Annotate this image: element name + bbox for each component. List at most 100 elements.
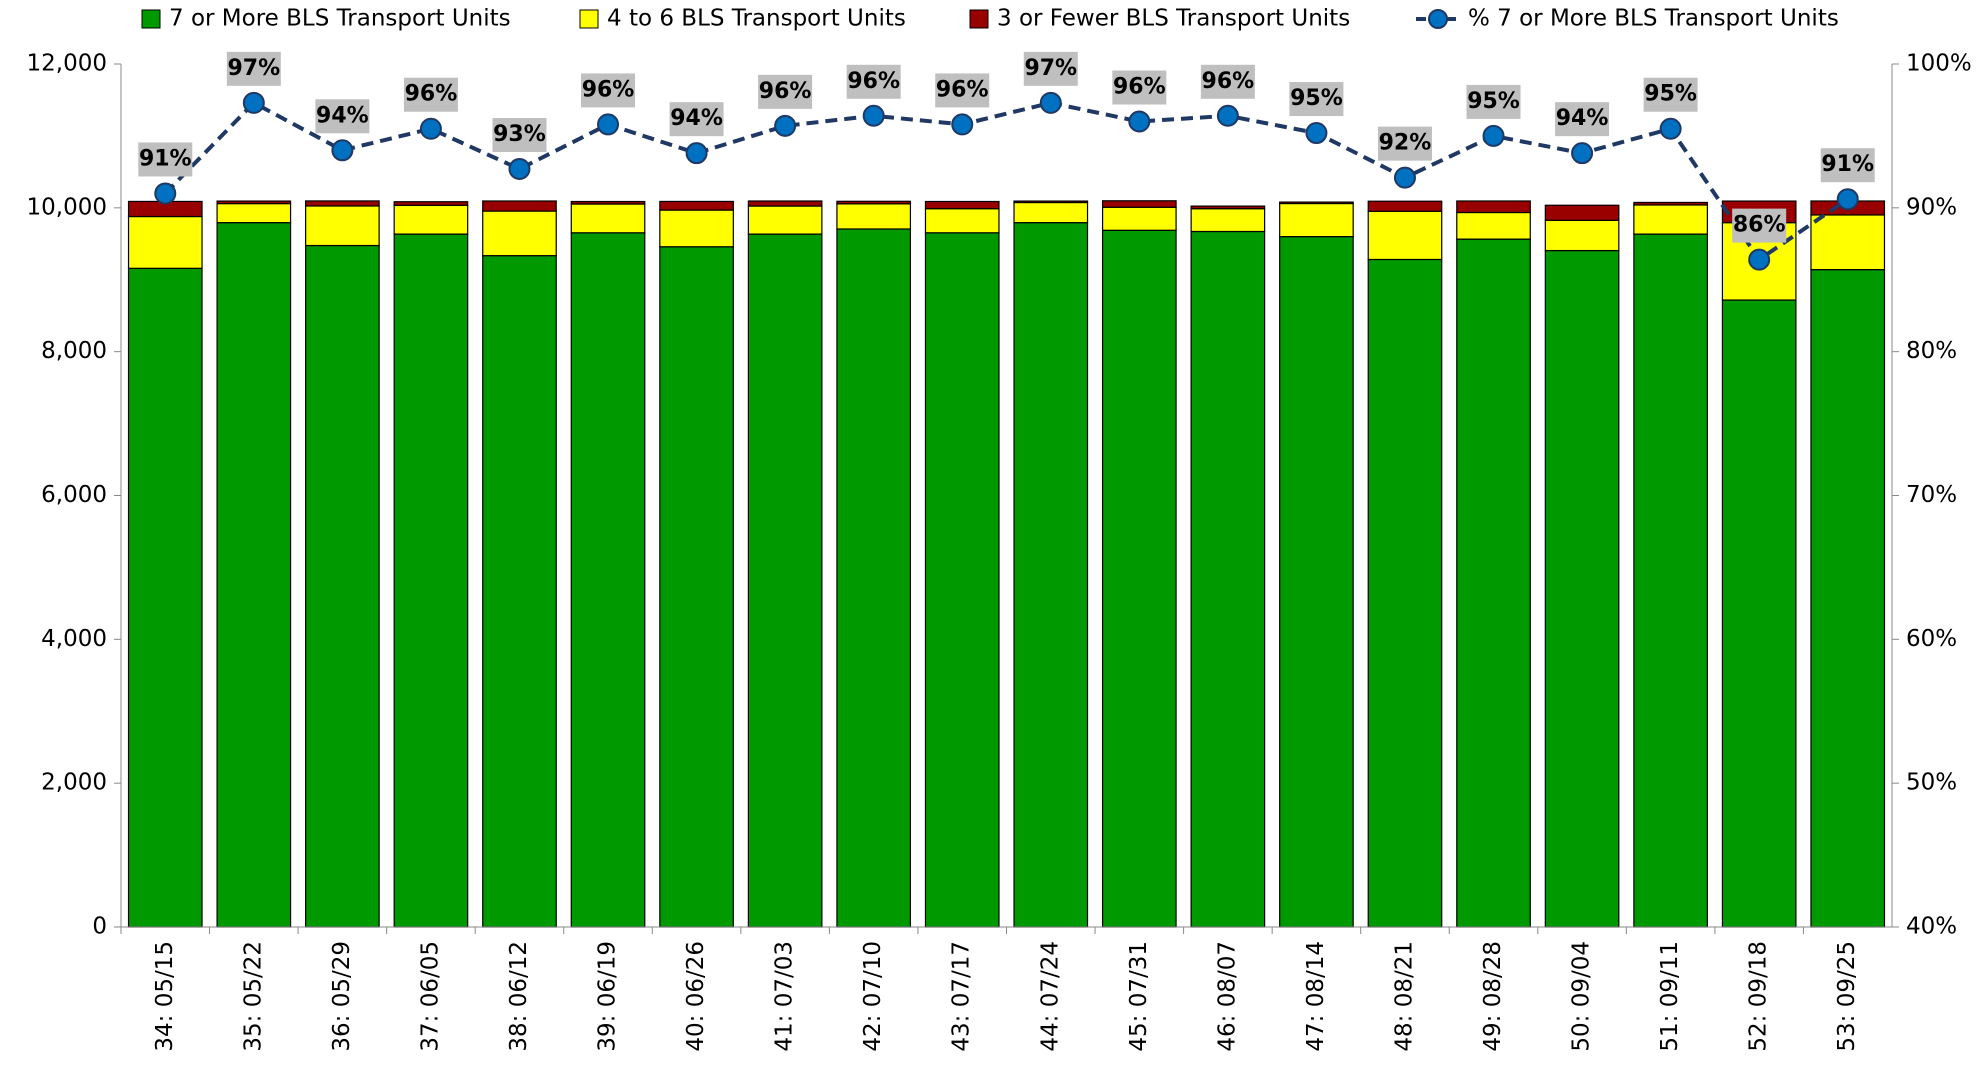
data-label: 96%	[405, 82, 458, 107]
data-label-box	[935, 73, 990, 108]
legend-swatch	[969, 9, 989, 29]
bar-segment	[216, 202, 292, 224]
line-point	[1836, 188, 1859, 211]
bar-segment	[482, 210, 557, 257]
data-label-box	[1023, 51, 1078, 86]
data-label-box	[1377, 126, 1432, 161]
data-label-box	[1200, 64, 1255, 99]
bar-segment	[305, 200, 380, 207]
y2-tick-label: 90%	[1906, 194, 1957, 220]
bar-segment	[836, 228, 912, 928]
bar-segment	[1367, 258, 1443, 928]
legend-label: 3 or Fewer BLS Transport Units	[997, 6, 1350, 32]
bar-segment	[393, 204, 469, 235]
data-label: 96%	[1113, 75, 1166, 100]
bar-segment	[659, 200, 734, 211]
data-label: 96%	[847, 69, 900, 94]
bar-segment	[1367, 210, 1443, 261]
bar-segment	[1721, 299, 1797, 928]
data-label-box	[1643, 77, 1698, 112]
bar-segment	[1810, 214, 1886, 271]
data-label-box	[1112, 70, 1167, 105]
x-tick-label: 53: 09/25	[1834, 941, 1860, 1052]
data-label: 93%	[493, 122, 546, 147]
data-label: 91%	[1821, 152, 1874, 177]
bar-segment	[1633, 233, 1708, 928]
x-tick-label: 41: 07/03	[772, 941, 798, 1052]
line-point	[1482, 124, 1505, 147]
line	[163, 100, 1849, 263]
legend-label: 7 or More BLS Transport Units	[169, 6, 511, 32]
data-label-box	[138, 142, 193, 177]
line-point	[951, 113, 974, 136]
data-label-box	[492, 117, 547, 152]
data-label: 86%	[1733, 213, 1786, 238]
x-tick-label: 43: 07/17	[949, 941, 975, 1052]
data-label: 95%	[1644, 82, 1697, 107]
data-label: 91%	[139, 146, 192, 171]
bar-segment	[1633, 201, 1708, 206]
bar-segment	[393, 233, 469, 928]
bar-segment	[747, 200, 823, 207]
line-point	[331, 139, 354, 162]
bar-segment	[1633, 204, 1708, 235]
line-point	[862, 104, 885, 127]
legend-swatch	[141, 9, 161, 29]
bar-segment	[924, 208, 1000, 234]
bar-segment	[924, 232, 1000, 928]
data-label: 94%	[316, 103, 369, 128]
x-tick-label: 34: 05/15	[152, 941, 178, 1052]
bar-segment	[1101, 206, 1177, 231]
bar-segment	[1190, 230, 1266, 928]
data-label: 92%	[1379, 131, 1432, 156]
y-tick-label: 2,000	[41, 770, 107, 796]
bar-segment	[659, 246, 734, 928]
y2-tick-label: 60%	[1906, 626, 1957, 652]
bar-segment	[1544, 219, 1620, 252]
legend-marker	[1428, 9, 1448, 29]
bar-segment	[1190, 208, 1266, 233]
bar-segment	[393, 201, 469, 206]
legend-label: % 7 or More BLS Transport Units	[1468, 6, 1839, 32]
bar-segment	[1456, 238, 1531, 928]
bar-segment	[570, 200, 646, 205]
bar-segment	[570, 232, 646, 928]
y2-tick-label: 50%	[1906, 770, 1957, 796]
y2-tick-label: 70%	[1906, 482, 1957, 508]
data-label-box	[1732, 208, 1787, 243]
y2-tick-label: 100%	[1906, 51, 1972, 77]
data-label: 95%	[1290, 86, 1343, 111]
data-label: 97%	[1024, 56, 1077, 81]
bar-segment	[1190, 205, 1266, 210]
data-label-box	[1555, 102, 1610, 137]
bar-segment	[1544, 204, 1620, 221]
bar-segment	[305, 205, 380, 247]
x-tick-label: 46: 08/07	[1214, 941, 1240, 1052]
data-label: 94%	[1556, 106, 1609, 131]
line-point	[1571, 142, 1594, 165]
y2-tick-label: 80%	[1906, 338, 1957, 364]
x-tick-label: 36: 05/29	[329, 941, 355, 1052]
bar-segment	[305, 244, 380, 928]
bar-segment	[1101, 200, 1177, 208]
line-point	[774, 114, 797, 137]
line-point	[419, 117, 442, 140]
bar-segment	[1013, 222, 1089, 928]
y-tick-label: 0	[92, 914, 107, 940]
bar-segment	[1279, 236, 1354, 928]
x-tick-label: 38: 06/12	[506, 941, 532, 1052]
bar-segment	[1456, 211, 1531, 240]
data-label-box	[669, 102, 724, 137]
bar-segment	[482, 255, 557, 928]
bar-segment	[1279, 202, 1354, 238]
bar-segment	[1544, 249, 1620, 928]
bar-segment	[1279, 201, 1354, 205]
y-tick-label: 8,000	[41, 338, 107, 364]
bar-segment	[836, 203, 912, 230]
data-label: 95%	[1467, 89, 1520, 114]
x-tick-label: 49: 08/28	[1480, 941, 1506, 1052]
bar-segment	[1367, 200, 1443, 212]
data-label-box	[226, 51, 281, 86]
bar-segment	[570, 203, 646, 234]
